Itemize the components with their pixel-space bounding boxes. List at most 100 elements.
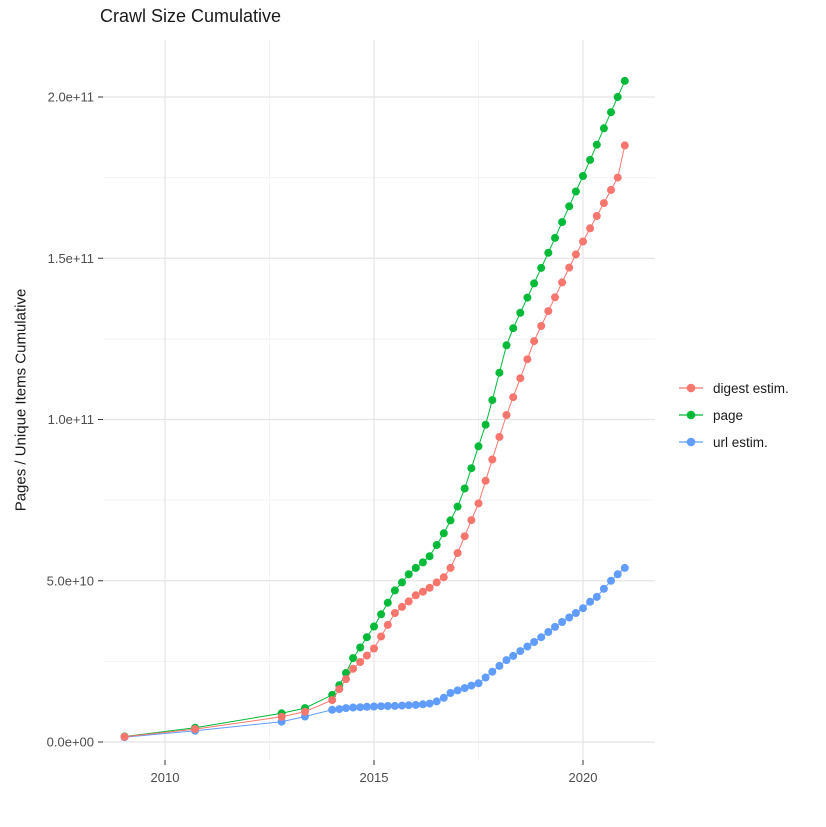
data-point [418, 558, 427, 567]
axis-tick-marks [98, 96, 584, 765]
data-point [377, 632, 386, 641]
data-point [509, 324, 518, 333]
data-point [342, 704, 350, 713]
data-point [579, 172, 587, 180]
data-point [516, 308, 525, 317]
legend-item-digest-estim: digest estim. [678, 380, 789, 396]
data-point [362, 702, 371, 711]
data-point [460, 532, 469, 541]
data-point [551, 622, 559, 631]
data-point [398, 578, 406, 587]
data-point [460, 484, 469, 493]
data-point [571, 250, 580, 259]
data-point [335, 685, 344, 694]
data-point [537, 322, 546, 330]
data-point [390, 586, 399, 595]
data-point [425, 699, 434, 708]
legend-item-page: page [678, 407, 789, 423]
data-point [544, 307, 553, 316]
data-point [411, 563, 420, 572]
data-point [349, 664, 358, 673]
y-tick-label: 0.0e+00 [47, 735, 94, 750]
data-point [411, 700, 420, 709]
data-point [439, 693, 448, 702]
data-point [571, 187, 580, 196]
data-point [191, 725, 200, 734]
data-point [495, 368, 504, 377]
data-point [523, 355, 532, 364]
data-point [502, 341, 511, 350]
data-point [516, 647, 525, 656]
data-point [383, 702, 392, 710]
data-point [328, 696, 337, 705]
data-point [530, 279, 539, 288]
y-axis-title: Pages / Unique Items Cumulative [12, 288, 30, 512]
data-point [432, 697, 441, 706]
data-point [488, 667, 497, 676]
data-point [516, 374, 525, 383]
legend: digest estim. page url estim. [678, 380, 789, 450]
data-point [377, 702, 386, 711]
legend-key-digest-icon [679, 383, 703, 393]
y-tick-label: 1.0e+11 [48, 412, 94, 427]
data-point [495, 432, 504, 441]
data-point [404, 701, 413, 710]
data-point [523, 293, 532, 302]
data-point [467, 464, 476, 473]
data-point [481, 476, 490, 485]
data-point [613, 93, 622, 101]
y-tick-label: 5.0e+10 [47, 573, 94, 588]
data-point [565, 613, 574, 622]
legend-item-url-estim: url estim. [678, 434, 789, 450]
data-point [530, 638, 539, 646]
data-point [551, 233, 559, 242]
series-points-digest-estim [120, 141, 629, 741]
data-point [558, 278, 567, 287]
x-tick-label: 2010 [151, 770, 180, 785]
data-point [425, 583, 434, 592]
data-point [342, 669, 350, 677]
data-point [592, 592, 601, 601]
data-point [277, 712, 286, 721]
data-point [586, 224, 595, 233]
legend-key-page-icon [679, 410, 703, 420]
series-line-page [124, 80, 626, 737]
data-point [418, 700, 427, 709]
data-point [342, 675, 350, 684]
data-point [481, 673, 490, 682]
data-point [432, 578, 441, 587]
data-point [446, 516, 455, 525]
legend-label: digest estim. [713, 380, 789, 396]
data-point [509, 393, 518, 402]
data-point [565, 202, 574, 211]
data-point [418, 587, 427, 596]
data-point [432, 541, 441, 549]
data-point [446, 689, 455, 697]
data-point [579, 604, 587, 613]
data-point [120, 732, 129, 741]
data-point [301, 707, 309, 716]
legend-label: page [713, 407, 744, 423]
data-point [390, 609, 399, 617]
data-point [474, 442, 483, 451]
data-point [509, 651, 518, 660]
data-point [599, 199, 608, 208]
data-point [467, 681, 476, 690]
data-point [404, 570, 413, 579]
data-point [613, 570, 622, 579]
y-tick-label: 1.5e+11 [48, 251, 94, 266]
data-point [328, 705, 337, 714]
data-point [592, 140, 601, 149]
data-point [537, 633, 546, 642]
data-point [620, 563, 629, 572]
data-point [439, 573, 448, 582]
data-point [537, 263, 546, 272]
data-point [474, 499, 483, 508]
data-point [599, 124, 608, 133]
data-point [356, 643, 365, 652]
data-point [488, 396, 497, 405]
data-point [370, 622, 378, 631]
data-point [586, 155, 595, 164]
legend-label: url estim. [713, 434, 768, 450]
data-point [607, 576, 615, 585]
